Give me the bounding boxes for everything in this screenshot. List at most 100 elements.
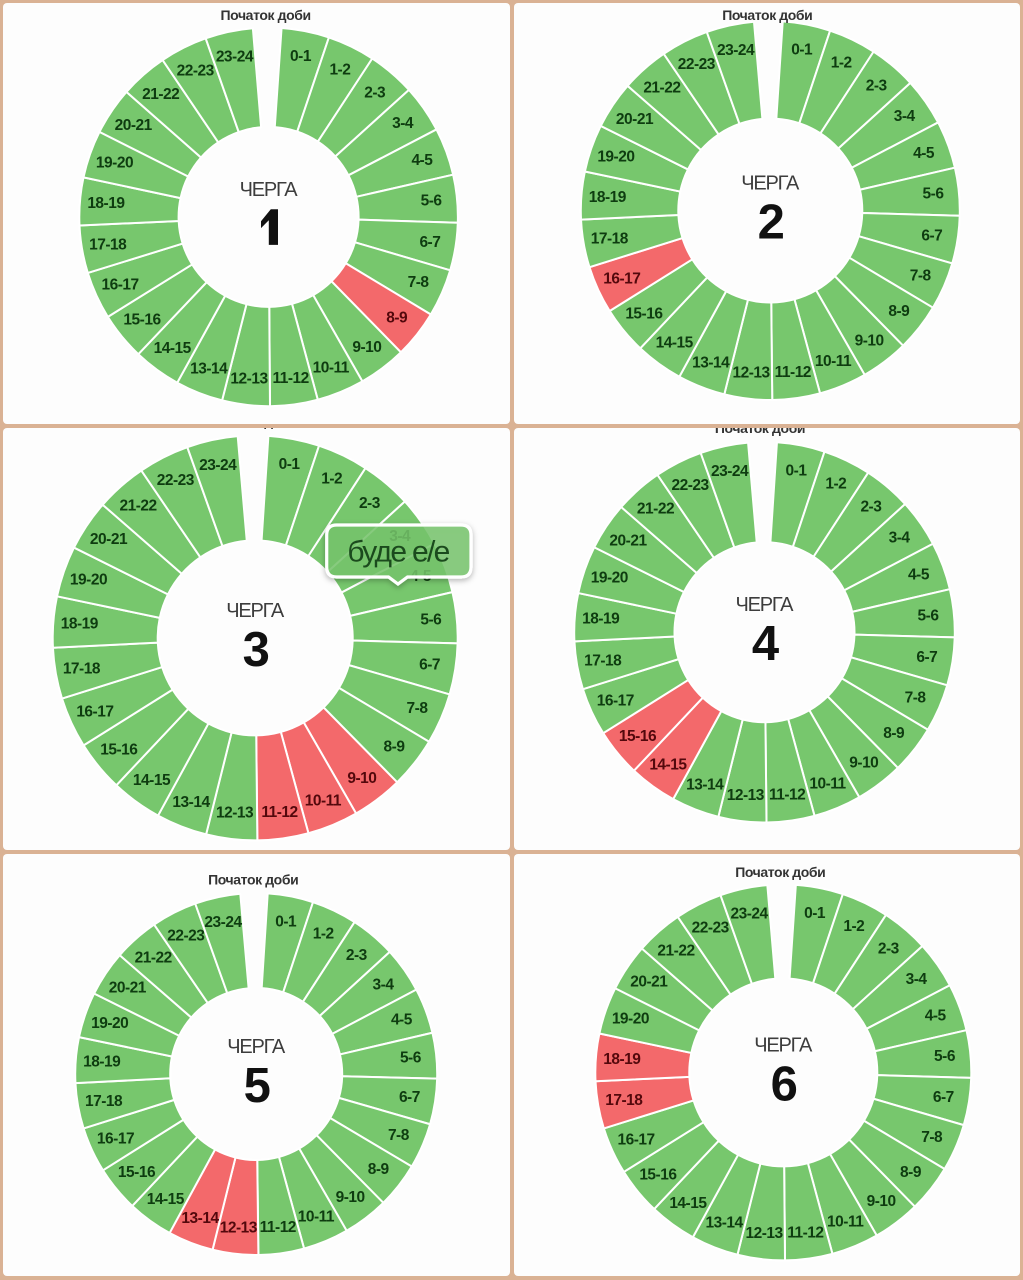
svg-text:23-24: 23-24 — [711, 463, 749, 480]
svg-text:4-5: 4-5 — [411, 152, 433, 169]
svg-text:19-20: 19-20 — [597, 148, 634, 165]
svg-text:17-18: 17-18 — [584, 653, 622, 670]
svg-text:2-3: 2-3 — [866, 77, 888, 94]
svg-text:2: 2 — [758, 196, 785, 250]
svg-text:12-13: 12-13 — [727, 787, 765, 804]
svg-text:3-4: 3-4 — [906, 971, 928, 988]
svg-text:13-14: 13-14 — [706, 1215, 744, 1232]
svg-text:4-5: 4-5 — [391, 1011, 413, 1028]
svg-text:15-16: 15-16 — [123, 312, 161, 329]
svg-text:9-10: 9-10 — [867, 1193, 896, 1210]
svg-text:6-7: 6-7 — [419, 234, 440, 251]
svg-text:19-20: 19-20 — [70, 571, 107, 588]
svg-text:8-9: 8-9 — [386, 310, 408, 327]
svg-text:13-14: 13-14 — [181, 1210, 219, 1227]
svg-text:6-7: 6-7 — [419, 657, 440, 674]
svg-text:7-8: 7-8 — [388, 1127, 410, 1144]
svg-text:11-12: 11-12 — [775, 364, 811, 381]
svg-text:23-24: 23-24 — [216, 49, 254, 66]
svg-text:5-6: 5-6 — [421, 193, 443, 210]
svg-text:23-24: 23-24 — [731, 906, 769, 923]
svg-text:19-20: 19-20 — [91, 1015, 128, 1032]
svg-text:8-9: 8-9 — [900, 1164, 922, 1181]
svg-text:0-1: 0-1 — [804, 905, 826, 922]
svg-text:10-11: 10-11 — [298, 1209, 335, 1226]
svg-text:1-2: 1-2 — [329, 62, 350, 79]
svg-text:22-23: 22-23 — [692, 919, 730, 936]
svg-text:9-10: 9-10 — [352, 339, 381, 356]
svg-text:10-11: 10-11 — [815, 353, 852, 370]
svg-text:18-19: 18-19 — [61, 615, 99, 632]
svg-text:5-6: 5-6 — [918, 607, 940, 624]
svg-text:9-10: 9-10 — [849, 755, 878, 772]
svg-text:8-9: 8-9 — [384, 738, 406, 755]
svg-text:3: 3 — [243, 623, 270, 677]
svg-text:15-16: 15-16 — [619, 728, 657, 745]
svg-text:0-1: 0-1 — [279, 456, 301, 473]
svg-text:12-13: 12-13 — [733, 364, 771, 381]
svg-text:ЧЕРГА: ЧЕРГА — [240, 179, 299, 201]
svg-text:10-11: 10-11 — [313, 359, 350, 376]
svg-text:14-15: 14-15 — [649, 757, 687, 774]
svg-text:3-4: 3-4 — [894, 108, 916, 125]
svg-text:ЧЕРГА: ЧЕРГА — [741, 173, 800, 195]
svg-text:1-2: 1-2 — [843, 918, 864, 935]
svg-text:14-15: 14-15 — [656, 334, 694, 351]
svg-text:14-15: 14-15 — [133, 772, 171, 789]
svg-text:20-21: 20-21 — [115, 117, 153, 134]
svg-text:10-11: 10-11 — [827, 1214, 864, 1231]
svg-text:15-16: 15-16 — [625, 306, 663, 323]
svg-text:8-9: 8-9 — [368, 1161, 390, 1178]
svg-text:5: 5 — [244, 1059, 271, 1113]
svg-text:19-20: 19-20 — [96, 154, 133, 171]
svg-text:12-13: 12-13 — [216, 805, 254, 822]
svg-text:Початок доби: Початок доби — [207, 428, 297, 429]
svg-text:1-2: 1-2 — [321, 470, 342, 487]
svg-text:16-17: 16-17 — [597, 692, 634, 709]
svg-text:16-17: 16-17 — [97, 1131, 134, 1148]
svg-text:3-4: 3-4 — [889, 529, 911, 546]
svg-text:5-6: 5-6 — [400, 1050, 422, 1067]
svg-text:4-5: 4-5 — [908, 567, 930, 584]
svg-text:4-5: 4-5 — [925, 1008, 947, 1025]
svg-text:6-7: 6-7 — [933, 1089, 954, 1106]
svg-text:11-12: 11-12 — [260, 1219, 296, 1236]
svg-text:14-15: 14-15 — [147, 1191, 185, 1208]
svg-text:2-3: 2-3 — [346, 947, 368, 964]
svg-text:17-18: 17-18 — [63, 660, 101, 677]
svg-text:1-2: 1-2 — [831, 55, 852, 72]
svg-text:9-10: 9-10 — [347, 770, 376, 787]
svg-text:18-19: 18-19 — [603, 1051, 641, 1068]
svg-text:22-23: 22-23 — [672, 477, 710, 494]
svg-text:18-19: 18-19 — [582, 611, 620, 628]
svg-text:4-5: 4-5 — [913, 145, 935, 162]
svg-text:21-22: 21-22 — [643, 80, 680, 97]
svg-text:20-21: 20-21 — [90, 531, 128, 548]
svg-text:1-2: 1-2 — [825, 476, 846, 493]
svg-text:13-14: 13-14 — [692, 354, 730, 371]
svg-text:21-22: 21-22 — [142, 86, 179, 103]
svg-text:3-4: 3-4 — [392, 115, 414, 132]
svg-text:7-8: 7-8 — [910, 267, 932, 284]
svg-text:7-8: 7-8 — [408, 274, 430, 291]
svg-text:10-11: 10-11 — [809, 775, 846, 792]
svg-text:17-18: 17-18 — [605, 1092, 643, 1109]
svg-text:11-12: 11-12 — [261, 804, 297, 821]
svg-text:7-8: 7-8 — [905, 689, 927, 706]
svg-text:ЧЕРГА: ЧЕРГА — [227, 1036, 286, 1058]
svg-text:18-19: 18-19 — [589, 189, 627, 206]
svg-text:22-23: 22-23 — [177, 63, 215, 80]
svg-text:Початок доби: Початок доби — [735, 864, 825, 880]
svg-text:5-6: 5-6 — [934, 1048, 956, 1065]
svg-text:6-7: 6-7 — [916, 649, 937, 666]
svg-text:8-9: 8-9 — [883, 725, 905, 742]
svg-text:6-7: 6-7 — [399, 1089, 420, 1106]
svg-text:5-6: 5-6 — [420, 612, 442, 629]
svg-text:21-22: 21-22 — [637, 501, 674, 518]
svg-text:16-17: 16-17 — [76, 703, 113, 720]
svg-text:2-3: 2-3 — [860, 499, 882, 516]
svg-text:ЧЕРГА: ЧЕРГА — [754, 1034, 813, 1056]
svg-text:0-1: 0-1 — [791, 42, 813, 59]
svg-text:10-11: 10-11 — [305, 792, 342, 809]
svg-text:Початок доби: Початок доби — [722, 7, 812, 23]
